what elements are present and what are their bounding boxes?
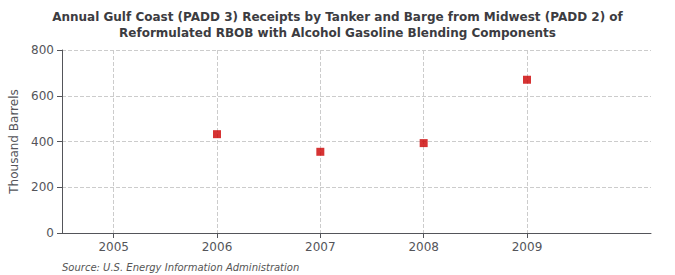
svg-text:2007: 2007 <box>305 240 336 254</box>
svg-text:Thousand Barrels: Thousand Barrels <box>7 89 21 194</box>
svg-text:0: 0 <box>46 226 54 240</box>
svg-text:800: 800 <box>31 43 54 57</box>
svg-text:200: 200 <box>31 180 54 194</box>
svg-text:2009: 2009 <box>512 240 543 254</box>
svg-text:2006: 2006 <box>202 240 233 254</box>
svg-text:2005: 2005 <box>98 240 129 254</box>
svg-text:2008: 2008 <box>408 240 439 254</box>
svg-text:Annual Gulf Coast (PADD 3) Rec: Annual Gulf Coast (PADD 3) Receipts by T… <box>52 10 623 24</box>
svg-text:400: 400 <box>31 135 54 149</box>
svg-text:600: 600 <box>31 89 54 103</box>
svg-text:Source: U.S. Energy Informatio: Source: U.S. Energy Information Administ… <box>62 262 299 273</box>
svg-text:Reformulated RBOB with Alcohol: Reformulated RBOB with Alcohol Gasoline … <box>119 26 556 40</box>
